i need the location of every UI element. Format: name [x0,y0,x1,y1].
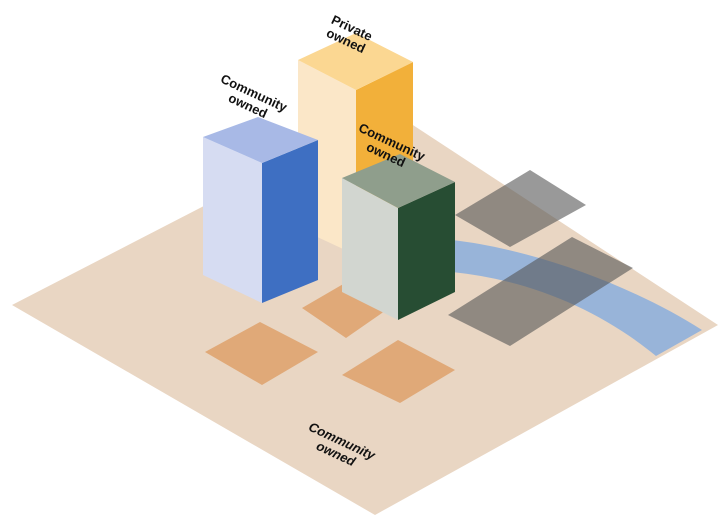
block-top [203,117,318,163]
plot-square [205,322,318,385]
shaded-area [455,170,586,247]
block-face [342,178,398,320]
block-top [298,33,413,90]
plot-square [342,340,455,403]
block-face [398,182,455,320]
block-top [342,154,455,208]
block-face [203,137,262,303]
block-face [262,140,318,303]
shaded-area [448,237,633,346]
